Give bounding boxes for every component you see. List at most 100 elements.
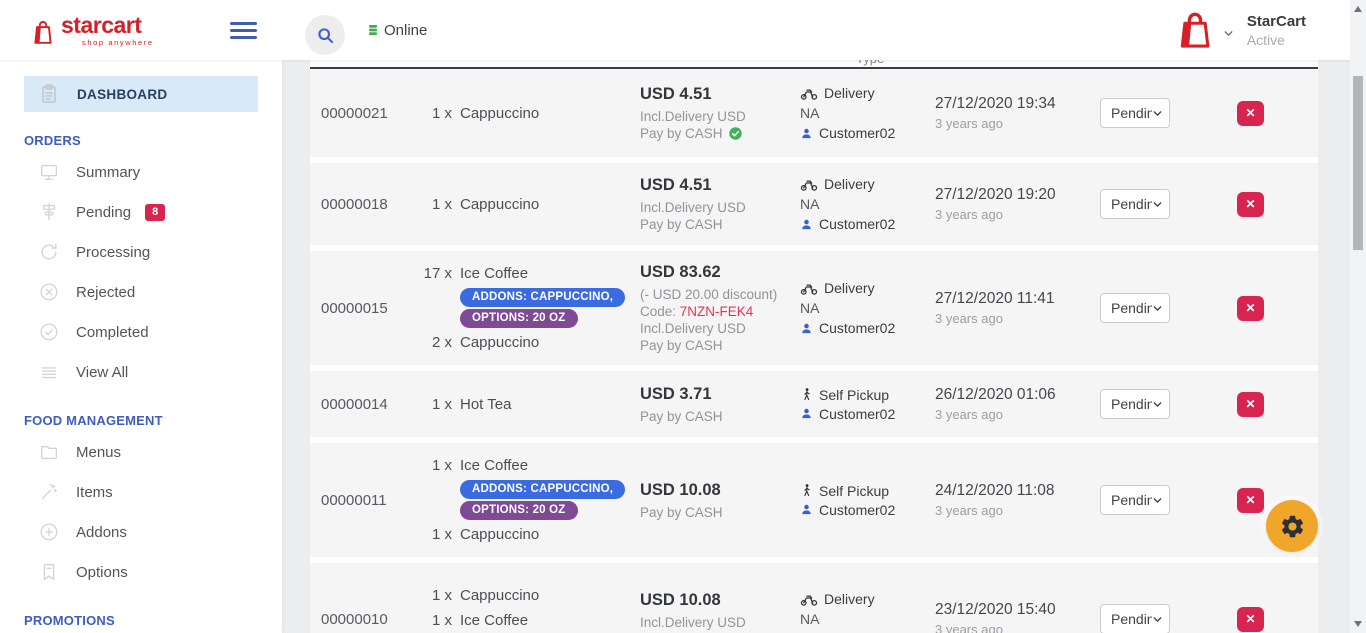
item-name: Ice Coffee: [460, 265, 529, 282]
item-qty: 1 x: [431, 104, 452, 122]
payment-method: Pay by CASH: [640, 338, 723, 353]
payment-method: Pay by CASH: [640, 125, 800, 142]
customer: Customer02: [800, 216, 935, 232]
sidebar-item-addons[interactable]: Addons: [0, 512, 282, 552]
order-age: 3 years ago: [935, 622, 1003, 633]
delete-order-button[interactable]: ✕: [1237, 606, 1264, 632]
sidebar-item-menus[interactable]: Menus: [0, 432, 282, 472]
status-value: Pending: [1111, 611, 1152, 627]
order-total: USD 83.62: [640, 263, 721, 281]
sidebar-item-pending[interactable]: Pending 8: [0, 192, 282, 232]
burger-line: [230, 21, 257, 25]
customer: Customer02: [800, 406, 935, 422]
payment-method: Pay by CASH: [640, 504, 723, 520]
status-select[interactable]: Pending: [1100, 189, 1170, 219]
store-bag-icon: [1180, 12, 1210, 48]
sidebar-item-items[interactable]: Items: [0, 472, 282, 512]
order-total: USD 3.71: [640, 384, 712, 403]
item-qty: 1 x: [431, 395, 452, 413]
customer: Customer02: [800, 502, 935, 518]
item-name: Cappuccino: [460, 104, 540, 122]
order-row: 00000015 17 x Ice Coffee ADDONS: CAPPUCCINO…: [310, 251, 1318, 365]
status-select[interactable]: Pending: [1100, 389, 1170, 419]
discount-note: (- USD 20.00 discount): [640, 287, 778, 302]
select-chevron-icon: [1153, 201, 1162, 207]
order-total: USD 4.51: [640, 85, 712, 103]
sidebar-item-summary[interactable]: Summary: [0, 152, 282, 192]
sidebar-item-rejected[interactable]: Rejected: [0, 272, 282, 312]
pending-count-badge: 8: [145, 203, 166, 221]
item-name: Ice Coffee: [460, 611, 529, 629]
sidebar-item-label: Processing: [76, 243, 151, 261]
burger-line: [230, 35, 257, 39]
order-datetime: 27/12/2020 11:41: [935, 290, 1055, 307]
sidebar-item-options[interactable]: Options: [0, 552, 282, 592]
order-id: 00000011: [321, 491, 387, 509]
sidebar-item-view-all[interactable]: View All: [0, 352, 282, 392]
status-value: Pending: [1111, 396, 1152, 412]
order-datetime: 27/12/2020 19:20: [935, 186, 1056, 203]
store-menu[interactable]: StarCart Active: [1174, 0, 1306, 60]
burger-line: [230, 28, 257, 32]
vertical-scrollbar[interactable]: [1350, 0, 1366, 633]
logo-tagline: shop anywhere: [82, 38, 154, 47]
delete-order-button[interactable]: ✕: [1237, 487, 1264, 513]
starcart-logo[interactable]: starcart shop anywhere: [30, 13, 154, 47]
order-item: 1 x Cappuccino: [422, 522, 640, 547]
scroll-down-arrow[interactable]: [1354, 621, 1362, 627]
item-qty: 1 x: [431, 586, 452, 604]
delete-order-button[interactable]: ✕: [1237, 191, 1264, 217]
section-label-promotions: PROMOTIONS: [24, 613, 115, 628]
motorcycle-icon: [800, 88, 818, 100]
promo-code: 7NZN-FEK4: [679, 304, 754, 319]
wand-icon: [41, 483, 58, 500]
status-select[interactable]: Pending: [1100, 98, 1170, 128]
item-name: Hot Tea: [460, 395, 512, 413]
order-item: 1 x Ice Coffee: [422, 608, 640, 633]
fulfillment-mode: Delivery: [800, 176, 935, 192]
clipboard-icon: [42, 84, 56, 103]
status-select[interactable]: Pending: [1100, 293, 1170, 323]
delete-order-button[interactable]: ✕: [1237, 391, 1264, 417]
orders-table: Type 00000021 1 x Cappuccino USD 4.51 Incl.D…: [310, 60, 1318, 633]
status-select[interactable]: Pending: [1100, 485, 1170, 515]
order-total: USD 10.08: [640, 480, 721, 499]
item-name: Cappuccino: [460, 586, 540, 604]
item-name: Ice Coffee: [460, 457, 529, 474]
sidebar-item-label: Completed: [76, 323, 149, 341]
sidebar-item-label: Pending: [76, 203, 132, 221]
customer: Customer02: [800, 125, 935, 141]
delete-order-button[interactable]: ✕: [1237, 100, 1264, 126]
promo-code-line: Code: 7NZN-FEK4: [640, 304, 754, 319]
search-button[interactable]: [305, 15, 345, 55]
sidebar-item-completed[interactable]: Completed: [0, 312, 282, 352]
sidebar-nav: ORDERS Summary Pending 8 Processing Rejected C…: [0, 133, 282, 628]
order-id: 00000018: [321, 195, 388, 213]
order-row: 00000018 1 x Cappuccino USD 4.51 Incl.Delive…: [310, 163, 1318, 245]
sidebar-item-dashboard[interactable]: DASHBOARD: [24, 76, 258, 112]
scroll-up-arrow[interactable]: [1354, 6, 1362, 12]
sidebar-item-label: Summary: [76, 163, 141, 181]
customer: Customer02: [800, 320, 935, 336]
refresh-icon: [41, 243, 57, 260]
shopping-bag-icon: [34, 21, 52, 44]
customer-icon: [802, 128, 811, 138]
search-icon: [317, 27, 333, 43]
settings-fab[interactable]: [1266, 500, 1318, 552]
incl-delivery-note: Incl.Delivery USD: [640, 200, 746, 215]
item-qty: 1 x: [431, 457, 452, 474]
order-row: 00000014 1 x Hot Tea USD 3.71 Pay by CASH Sel…: [310, 371, 1318, 437]
menu-toggle-button[interactable]: [230, 18, 257, 43]
section-label-orders: ORDERS: [24, 133, 81, 148]
item-name: Cappuccino: [460, 195, 540, 213]
scrollbar-thumb[interactable]: [1353, 76, 1363, 250]
order-age: 3 years ago: [935, 116, 1003, 131]
delete-order-button[interactable]: ✕: [1237, 295, 1264, 321]
order-datetime: 26/12/2020 01:06: [935, 386, 1056, 403]
sidebar-item-processing[interactable]: Processing: [0, 232, 282, 272]
sidebar-item-label: View All: [76, 363, 129, 381]
header-main-area: Online: [282, 0, 1174, 60]
status-select[interactable]: Pending: [1100, 604, 1170, 633]
sidebar-item-label: Menus: [76, 443, 122, 461]
